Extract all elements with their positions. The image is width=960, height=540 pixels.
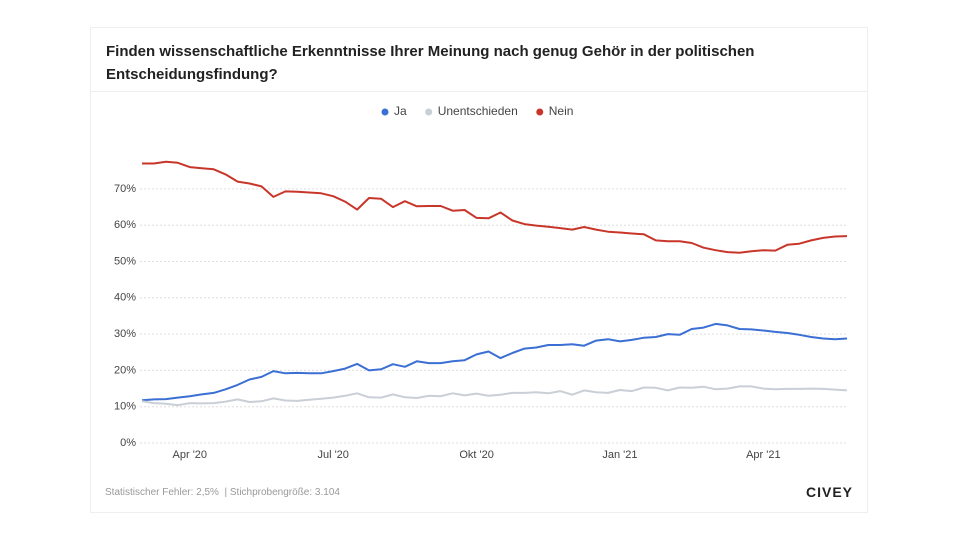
- y-tick-label: 10%: [114, 401, 136, 413]
- x-tick-label: Jan '21: [602, 449, 637, 461]
- x-tick-label: Apr '20: [173, 449, 208, 461]
- y-tick-label: 30%: [114, 328, 136, 340]
- footnote: Statistischer Fehler: 2,5% | Stichproben…: [105, 487, 340, 498]
- chart-title: Finden wissenschaftliche Erkenntnisse Ih…: [106, 43, 755, 83]
- series-line: [141, 322, 848, 402]
- separator: [91, 91, 867, 92]
- y-tick-label: 70%: [114, 183, 136, 195]
- legend-marker: [381, 108, 389, 116]
- legend-label: Unentschieden: [438, 104, 518, 118]
- series-line: [142, 160, 848, 254]
- brand-logo: CIVEY: [805, 484, 853, 500]
- x-tick-label: Jul '20: [317, 449, 348, 461]
- x-tick-label: Apr '21: [746, 449, 781, 461]
- legend-marker: [425, 108, 433, 116]
- y-tick-label: 50%: [114, 255, 136, 267]
- y-tick-label: 60%: [114, 219, 136, 231]
- y-tick-label: 40%: [114, 292, 136, 304]
- y-tick-label: 0%: [120, 437, 136, 449]
- card: Finden wissenschaftliche Erkenntnisse Ih…: [90, 27, 868, 513]
- legend-label: Nein: [549, 104, 574, 118]
- series-line: [141, 385, 848, 407]
- x-tick-label: Okt '20: [459, 449, 494, 461]
- y-tick-label: 20%: [114, 364, 136, 376]
- legend-label: Ja: [394, 104, 407, 118]
- legend-marker: [536, 108, 544, 116]
